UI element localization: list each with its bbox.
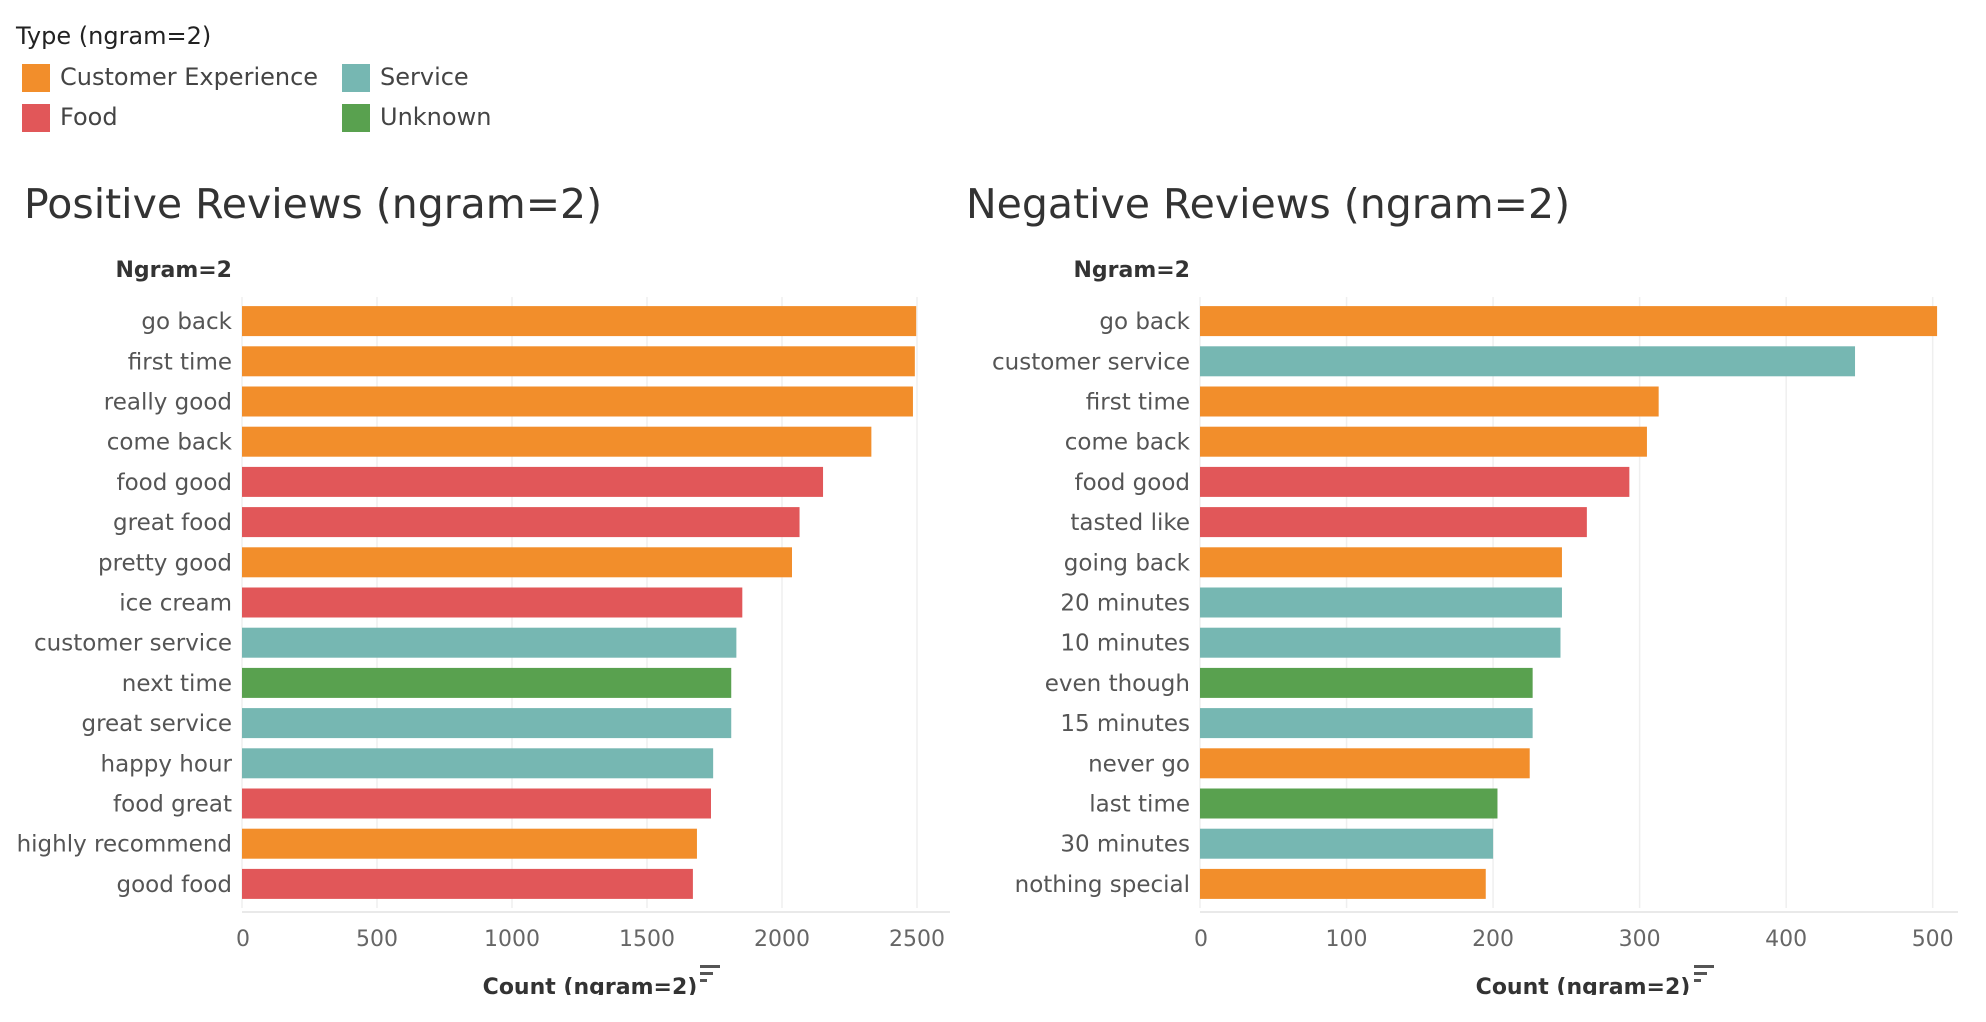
x-tick-label: 100 (1326, 927, 1368, 952)
negative-reviews-ngram-2-chart: Ngram=2 go back customer service first time… (992, 258, 1958, 995)
legend-swatch (342, 64, 370, 92)
bar-highly-recommend[interactable] (242, 828, 697, 859)
legend-label: Unknown (380, 103, 492, 131)
category-label: next time (122, 671, 232, 697)
category-label: happy hour (101, 751, 233, 777)
legend-label: Food (60, 103, 118, 131)
category-label: 20 minutes (1060, 591, 1190, 617)
category-label: 10 minutes (1060, 631, 1190, 657)
category-label: tasted like (1070, 510, 1190, 536)
legend-swatch (22, 104, 50, 132)
category-label: good food (117, 872, 233, 898)
bar-never-go[interactable] (1200, 748, 1530, 779)
category-label: go back (1099, 309, 1190, 335)
bar-food-good[interactable] (1200, 466, 1630, 497)
x-tick-label: 300 (1619, 927, 1661, 952)
category-label: last time (1089, 792, 1190, 818)
category-label: pretty good (98, 550, 232, 576)
x-tick-label: 1000 (484, 927, 540, 952)
bar-really-good[interactable] (242, 386, 913, 417)
bar-come-back[interactable] (242, 426, 872, 457)
bar-customer-service[interactable] (242, 627, 737, 658)
legend-title: Type (ngram=2) (16, 22, 212, 50)
bar-tasted-like[interactable] (1200, 507, 1587, 538)
category-label: never go (1088, 751, 1190, 777)
sort-descending-icon[interactable] (1692, 962, 1716, 986)
legend-label: Service (380, 63, 469, 91)
category-label: 30 minutes (1060, 832, 1190, 858)
x-tick-label: 500 (1912, 927, 1954, 952)
category-label: first time (128, 349, 232, 375)
x-axis-title: Count (ngram=2) (1476, 975, 1691, 995)
x-tick-label: 500 (356, 927, 398, 952)
bar-going-back[interactable] (1200, 547, 1562, 578)
category-label: great service (81, 711, 232, 737)
row-header: Ngram=2 (115, 258, 232, 283)
category-label: highly recommend (17, 832, 232, 858)
bar-go-back[interactable] (242, 306, 917, 337)
category-label: come back (1065, 430, 1191, 456)
category-label: food good (117, 470, 233, 496)
bar-go-back[interactable] (1200, 306, 1938, 337)
category-label: food good (1075, 470, 1191, 496)
bar-great-service[interactable] (242, 708, 732, 739)
bar-come-back[interactable] (1200, 426, 1647, 457)
category-label: food great (113, 792, 232, 818)
bar-nothing-special[interactable] (1200, 868, 1486, 899)
category-label: great food (113, 510, 232, 536)
category-label: going back (1064, 550, 1191, 576)
bar-good-food[interactable] (242, 868, 693, 899)
x-tick-label: 2500 (889, 927, 945, 952)
bar-20-minutes[interactable] (1200, 587, 1562, 618)
category-label: go back (141, 309, 232, 335)
category-label: really good (104, 390, 232, 416)
category-label: first time (1086, 390, 1190, 416)
bar-first-time[interactable] (242, 346, 915, 377)
bar-great-food[interactable] (242, 507, 800, 538)
bar-food-great[interactable] (242, 788, 711, 819)
bar-30-minutes[interactable] (1200, 828, 1494, 859)
legend-swatch (342, 104, 370, 132)
positive-reviews-ngram-2-chart: Ngram=2 go back first time really good come … (17, 258, 950, 995)
x-tick-label: 2000 (754, 927, 810, 952)
x-axis-title: Count (ngram=2) (483, 975, 698, 995)
x-tick-label: 0 (1194, 927, 1208, 952)
category-label: come back (107, 430, 233, 456)
row-header: Ngram=2 (1073, 258, 1190, 283)
bar-10-minutes[interactable] (1200, 627, 1561, 658)
category-label: nothing special (1015, 872, 1190, 898)
bar-pretty-good[interactable] (242, 547, 792, 578)
bar-customer-service[interactable] (1200, 346, 1856, 377)
category-label: customer service (34, 631, 232, 657)
bar-next-time[interactable] (242, 667, 732, 698)
bar-first-time[interactable] (1200, 386, 1659, 417)
legend-label: Customer Experience (60, 63, 319, 91)
x-tick-label: 200 (1472, 927, 1514, 952)
x-tick-label: 400 (1765, 927, 1807, 952)
legend-swatch (22, 64, 50, 92)
bar-happy-hour[interactable] (242, 748, 714, 779)
positive-chart-title: Positive Reviews (ngram=2) (24, 180, 603, 228)
sort-descending-icon[interactable] (698, 962, 722, 986)
legend: Type (ngram=2) Customer Experience Servi… (16, 22, 576, 152)
x-tick-label: 0 (236, 927, 250, 952)
bar-food-good[interactable] (242, 466, 824, 497)
bar-last-time[interactable] (1200, 788, 1498, 819)
bar-ice-cream[interactable] (242, 587, 743, 618)
bar-15-minutes[interactable] (1200, 708, 1533, 739)
category-label: customer service (992, 349, 1190, 375)
x-tick-label: 1500 (619, 927, 675, 952)
category-label: even though (1045, 671, 1190, 697)
category-label: ice cream (119, 591, 232, 617)
category-label: 15 minutes (1060, 711, 1190, 737)
bar-even-though[interactable] (1200, 667, 1533, 698)
negative-chart-title: Negative Reviews (ngram=2) (966, 180, 1571, 228)
